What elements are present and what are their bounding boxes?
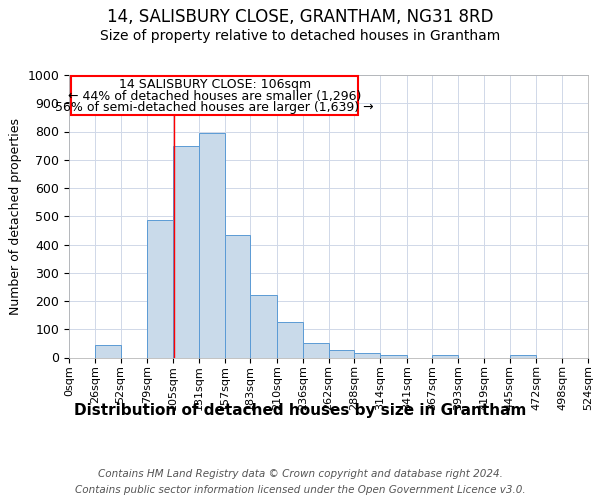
- Bar: [173, 146, 199, 358]
- Bar: [329, 350, 354, 358]
- Bar: [510, 355, 536, 358]
- Bar: [277, 322, 303, 358]
- Bar: [250, 296, 277, 358]
- Bar: [199, 133, 224, 358]
- Text: 14, SALISBURY CLOSE, GRANTHAM, NG31 8RD: 14, SALISBURY CLOSE, GRANTHAM, NG31 8RD: [107, 8, 493, 26]
- Bar: [224, 234, 250, 358]
- Bar: [433, 355, 458, 358]
- Bar: [303, 344, 329, 357]
- Text: Distribution of detached houses by size in Grantham: Distribution of detached houses by size …: [74, 402, 526, 417]
- Text: ← 44% of detached houses are smaller (1,296): ← 44% of detached houses are smaller (1,…: [68, 90, 361, 102]
- Bar: [380, 354, 407, 358]
- Y-axis label: Number of detached properties: Number of detached properties: [9, 118, 22, 315]
- Text: Contains public sector information licensed under the Open Government Licence v3: Contains public sector information licen…: [74, 485, 526, 495]
- Bar: [147, 220, 173, 358]
- Bar: [354, 354, 380, 358]
- FancyBboxPatch shape: [71, 76, 358, 115]
- Text: Size of property relative to detached houses in Grantham: Size of property relative to detached ho…: [100, 29, 500, 43]
- Text: 56% of semi-detached houses are larger (1,639) →: 56% of semi-detached houses are larger (…: [55, 101, 374, 114]
- Bar: [95, 345, 121, 358]
- Text: 14 SALISBURY CLOSE: 106sqm: 14 SALISBURY CLOSE: 106sqm: [119, 78, 311, 92]
- Text: Contains HM Land Registry data © Crown copyright and database right 2024.: Contains HM Land Registry data © Crown c…: [98, 469, 502, 479]
